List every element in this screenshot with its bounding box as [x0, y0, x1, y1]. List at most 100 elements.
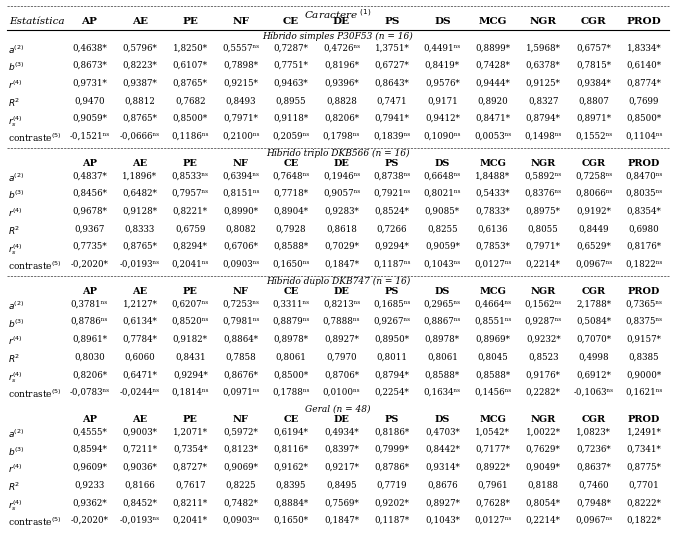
- Text: 0,8419*: 0,8419*: [425, 61, 460, 70]
- Text: 0,9232*: 0,9232*: [526, 335, 560, 344]
- Text: 0,9059*: 0,9059*: [72, 114, 107, 123]
- Text: $R^2$: $R^2$: [8, 96, 20, 109]
- Text: 0,8765*: 0,8765*: [173, 79, 208, 88]
- Text: Híbrido duplo DKB747 (n = 16): Híbrido duplo DKB747 (n = 16): [266, 277, 410, 286]
- Text: 0,6706*: 0,6706*: [223, 242, 258, 251]
- Text: 0,7961: 0,7961: [477, 480, 508, 490]
- Text: 0,8225: 0,8225: [225, 480, 256, 490]
- Text: 1,5968*: 1,5968*: [526, 44, 560, 52]
- Text: 0,8206*: 0,8206*: [324, 114, 359, 123]
- Text: 0,6136: 0,6136: [477, 225, 508, 233]
- Text: 0,1562ⁿˢ: 0,1562ⁿˢ: [525, 299, 562, 308]
- Text: 0,8812: 0,8812: [124, 96, 155, 106]
- Text: 0,4934*: 0,4934*: [324, 428, 359, 436]
- Text: 0,7628*: 0,7628*: [475, 498, 510, 507]
- Text: $a^{(2)}$: $a^{(2)}$: [8, 44, 24, 55]
- Text: 0,9396*: 0,9396*: [324, 79, 359, 88]
- Text: 0,4664ⁿˢ: 0,4664ⁿˢ: [474, 299, 511, 308]
- Text: -0,1063ⁿˢ: -0,1063ⁿˢ: [573, 388, 614, 397]
- Text: 0,8442*: 0,8442*: [425, 445, 460, 454]
- Text: 0,9157*: 0,9157*: [627, 335, 662, 344]
- Text: $r^{(4)}$: $r^{(4)}$: [8, 463, 23, 475]
- Text: 0,1847*: 0,1847*: [324, 516, 359, 525]
- Text: 0,0053ⁿˢ: 0,0053ⁿˢ: [474, 132, 512, 141]
- Text: 0,8765*: 0,8765*: [122, 114, 158, 123]
- Text: AP: AP: [82, 159, 97, 168]
- Text: 0,9182*: 0,9182*: [173, 335, 208, 344]
- Text: 0,9036*: 0,9036*: [122, 463, 158, 472]
- Text: 0,0903ⁿˢ: 0,0903ⁿˢ: [222, 260, 260, 269]
- Text: 0,8975*: 0,8975*: [526, 207, 560, 216]
- Text: AE: AE: [132, 287, 147, 296]
- Text: NGR: NGR: [531, 159, 556, 168]
- Text: 0,2254*: 0,2254*: [375, 388, 409, 397]
- Text: 0,2214*: 0,2214*: [526, 260, 560, 269]
- Text: AP: AP: [82, 415, 97, 424]
- Text: CGR: CGR: [581, 159, 606, 168]
- Text: 1,8334*: 1,8334*: [627, 44, 661, 52]
- Text: 0,7341*: 0,7341*: [627, 445, 661, 454]
- Text: 0,7853*: 0,7853*: [475, 242, 510, 251]
- Text: 0,8493: 0,8493: [225, 96, 256, 106]
- Text: $a^{(2)}$: $a^{(2)}$: [8, 171, 24, 184]
- Text: contraste$^{(5)}$: contraste$^{(5)}$: [8, 516, 62, 528]
- Text: 0,1839ⁿˢ: 0,1839ⁿˢ: [373, 132, 410, 141]
- Text: NGR: NGR: [531, 415, 556, 424]
- Text: 0,7888ⁿˢ: 0,7888ⁿˢ: [322, 317, 360, 326]
- Text: 0,7482*: 0,7482*: [223, 498, 258, 507]
- Text: Estatística: Estatística: [9, 17, 65, 26]
- Text: 0,1498ⁿˢ: 0,1498ⁿˢ: [525, 132, 562, 141]
- Text: 0,8376ⁿˢ: 0,8376ⁿˢ: [525, 189, 562, 198]
- Text: 0,5972*: 0,5972*: [223, 428, 258, 436]
- Text: 0,8385: 0,8385: [629, 353, 659, 362]
- Text: 0,7971*: 0,7971*: [223, 114, 258, 123]
- Text: $r^{(4)}$: $r^{(4)}$: [8, 335, 23, 347]
- Text: 0,7948*: 0,7948*: [576, 498, 611, 507]
- Text: 0,7617: 0,7617: [175, 480, 206, 490]
- Text: 0,8116*: 0,8116*: [274, 445, 309, 454]
- Text: 0,7354*: 0,7354*: [173, 445, 208, 454]
- Text: NF: NF: [233, 17, 249, 26]
- Text: 0,9678*: 0,9678*: [72, 207, 107, 216]
- Text: 0,8978*: 0,8978*: [425, 335, 460, 344]
- Text: $r_s^{(4)}$: $r_s^{(4)}$: [8, 370, 23, 385]
- Text: 0,6207ⁿˢ: 0,6207ⁿˢ: [172, 299, 209, 308]
- Text: 0,9287ⁿˢ: 0,9287ⁿˢ: [525, 317, 562, 326]
- Text: 0,8727*: 0,8727*: [173, 463, 208, 472]
- Text: 0,8786*: 0,8786*: [375, 463, 410, 472]
- Text: 0,7287*: 0,7287*: [274, 44, 308, 52]
- Text: 0,7999*: 0,7999*: [375, 445, 409, 454]
- Text: 0,6529*: 0,6529*: [576, 242, 611, 251]
- Text: 0,7070*: 0,7070*: [576, 335, 611, 344]
- Text: 0,7365ⁿˢ: 0,7365ⁿˢ: [625, 299, 662, 308]
- Text: Híbrido simples P30F53 (n = 16): Híbrido simples P30F53 (n = 16): [262, 31, 414, 41]
- Text: 0,6194*: 0,6194*: [274, 428, 308, 436]
- Text: 0,7957ⁿˢ: 0,7957ⁿˢ: [172, 189, 209, 198]
- Text: PE: PE: [183, 159, 197, 168]
- Text: -0,2020*: -0,2020*: [70, 260, 108, 269]
- Text: 0,7815*: 0,7815*: [576, 61, 611, 70]
- Text: PROD: PROD: [627, 17, 661, 26]
- Text: 0,5557ⁿˢ: 0,5557ⁿˢ: [222, 44, 260, 52]
- Text: 0,8206*: 0,8206*: [72, 370, 107, 379]
- Text: 0,1043ⁿˢ: 0,1043ⁿˢ: [424, 260, 461, 269]
- Text: 0,8971*: 0,8971*: [576, 114, 611, 123]
- Text: 0,9118*: 0,9118*: [274, 114, 309, 123]
- Text: $b^{(3)}$: $b^{(3)}$: [8, 189, 25, 201]
- Text: 0,4638*: 0,4638*: [72, 44, 107, 52]
- Text: 0,1621ⁿˢ: 0,1621ⁿˢ: [625, 388, 662, 397]
- Text: 0,9444*: 0,9444*: [475, 79, 510, 88]
- Text: 0,1798ⁿˢ: 0,1798ⁿˢ: [323, 132, 360, 141]
- Text: 0,8354*: 0,8354*: [627, 207, 661, 216]
- Text: 0,8223*: 0,8223*: [122, 61, 158, 70]
- Text: 0,8500*: 0,8500*: [274, 370, 309, 379]
- Text: 0,9162*: 0,9162*: [274, 463, 308, 472]
- Text: 0,8055: 0,8055: [528, 225, 558, 233]
- Text: 0,6980: 0,6980: [629, 225, 659, 233]
- Text: DE: DE: [333, 17, 350, 26]
- Text: 0,8166: 0,8166: [124, 480, 155, 490]
- Text: $b^{(3)}$: $b^{(3)}$: [8, 445, 25, 458]
- Text: 1,0542*: 1,0542*: [475, 428, 510, 436]
- Text: 0,8082: 0,8082: [225, 225, 256, 233]
- Text: 0,8864*: 0,8864*: [223, 335, 258, 344]
